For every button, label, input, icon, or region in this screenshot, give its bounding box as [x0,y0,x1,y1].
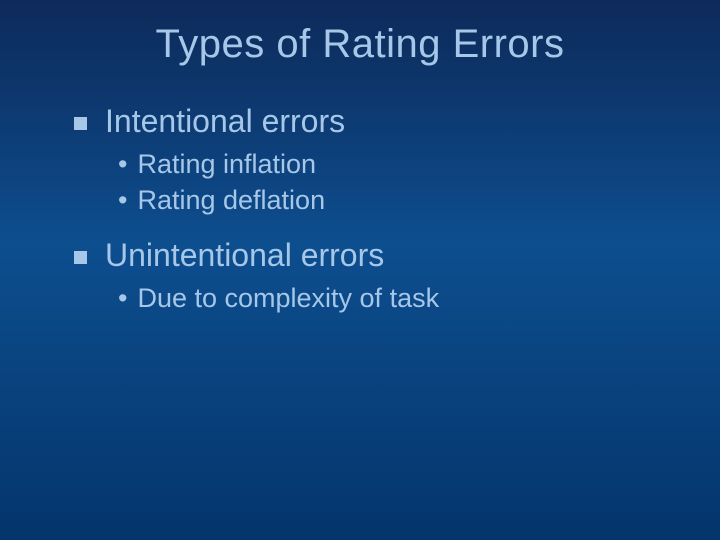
bullet-level2: • Rating inflation [118,146,680,182]
sub-bullet-group: • Due to complexity of task [74,280,680,316]
sub-bullet-text: Due to complexity of task [137,280,439,316]
sub-bullet-text: Rating inflation [137,146,316,182]
sub-bullet-group: • Rating inflation • Rating deflation [74,146,680,219]
sub-bullet-text: Rating deflation [137,182,325,218]
slide-content: Intentional errors • Rating inflation • … [0,103,720,316]
dot-bullet-icon: • [118,280,127,316]
slide-title: Types of Rating Errors [0,0,720,85]
dot-bullet-icon: • [118,146,127,182]
bullet-level1: Unintentional errors [74,237,680,274]
square-bullet-icon [74,251,87,264]
bullet-level2: • Rating deflation [118,182,680,218]
slide: Types of Rating Errors Intentional error… [0,0,720,540]
bullet-level1: Intentional errors [74,103,680,140]
square-bullet-icon [74,117,87,130]
bullet-level2: • Due to complexity of task [118,280,680,316]
dot-bullet-icon: • [118,182,127,218]
bullet-text: Unintentional errors [105,237,384,274]
bullet-text: Intentional errors [105,103,345,140]
